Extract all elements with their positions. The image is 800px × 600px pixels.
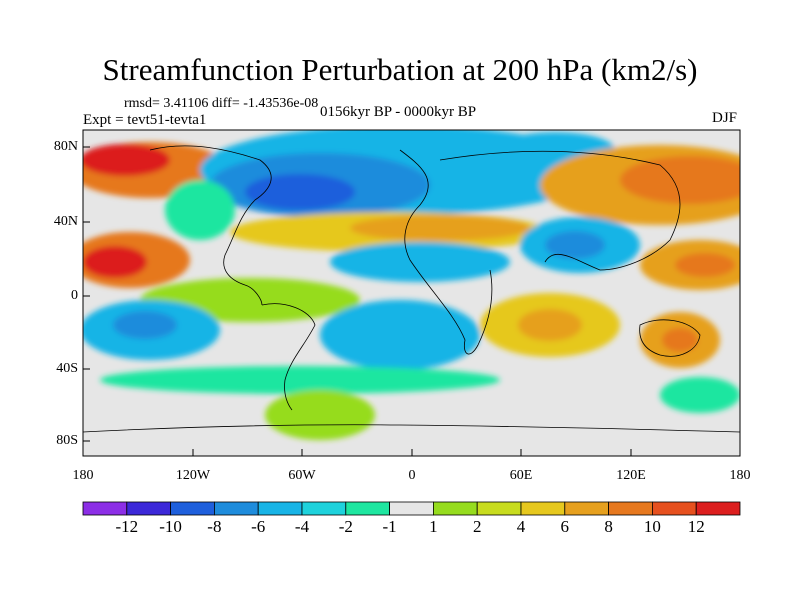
contour-south-atlantic [320, 300, 480, 370]
chart-title: Streamfunction Perturbation at 200 hPa (… [102, 52, 698, 87]
colorbar-swatch [257, 501, 303, 516]
colorbar-swatch [432, 501, 478, 516]
contour-asia-north-core [620, 156, 740, 204]
contour-fill-layer [83, 130, 740, 440]
colorbar-label: -2 [338, 517, 353, 536]
coastline-layer [83, 145, 740, 433]
y-tick-label: 80N [53, 139, 78, 154]
x-tick-label: 180 [72, 468, 94, 483]
colorbar-label: 10 [643, 517, 661, 536]
coastline-europe-africa [399, 149, 493, 355]
colorbar-swatch [476, 501, 522, 516]
colorbar-label: 12 [687, 517, 705, 536]
coastline-antarctica [83, 424, 740, 433]
experiment-label: Expt = tevt51-tevta1 [83, 112, 207, 128]
coastline-australia [639, 319, 701, 357]
y-tick-label: 0 [71, 288, 78, 303]
contour-africa-n [330, 242, 510, 282]
coastline-south-america [261, 303, 316, 411]
season-label: DJF [712, 110, 738, 126]
colorbar-swatch [301, 501, 347, 516]
stats-label: rmsd= 3.41106 diff= -1.43536e-08 [124, 96, 319, 111]
colorbar-label: 6 [560, 517, 570, 536]
contour-pacific-green [165, 180, 235, 240]
contour-australia-core [662, 328, 698, 352]
colorbar-swatch [520, 501, 566, 516]
colorbar-swatch [389, 501, 434, 516]
colorbar-label: 4 [516, 517, 526, 536]
contour-west-pacific-n-core [83, 144, 170, 176]
y-tick-label: 40N [53, 214, 78, 229]
axis-ticks [82, 146, 741, 456]
colorbar-label: -10 [159, 517, 182, 536]
colorbar-swatch [213, 501, 259, 516]
coastline-north-america [149, 145, 272, 306]
contour-mid-atlantic-band-core [350, 215, 530, 241]
colorbar-label: 1 [429, 517, 438, 536]
colorbar-swatch [608, 501, 653, 516]
colorbar-label: 8 [604, 517, 613, 536]
colorbar-label: -8 [207, 517, 222, 536]
coastline-asia [439, 150, 681, 271]
contour-southern-ocean-east [660, 377, 740, 413]
contour-southern-band [100, 366, 500, 394]
colorbar-label: 2 [472, 517, 482, 536]
colorbar-swatch [652, 501, 697, 516]
x-tick-label: 120E [616, 468, 646, 483]
colorbar-swatch [82, 501, 128, 516]
contour-east-pacific-sub-core [83, 246, 147, 278]
x-tick-label: 0 [408, 468, 416, 483]
contour-north-atlantic-core [245, 174, 355, 210]
y-tick-label: 80S [56, 433, 78, 448]
colorbar-swatch [695, 501, 741, 516]
contour-antarctic-green [265, 390, 375, 440]
x-tick-label: 180 [729, 468, 751, 483]
contour-indian-ocean-core [518, 309, 582, 341]
colorbar-swatch [564, 501, 609, 516]
colorbar-label: -6 [251, 517, 266, 536]
colorbar-label: -1 [382, 517, 397, 536]
period-label: 0156kyr BP - 0000kyr BP [320, 104, 477, 120]
x-tick-label: 60E [509, 468, 533, 483]
colorbar-swatch [170, 501, 215, 516]
colorbar-swatch [126, 501, 172, 516]
contour-south-pacific-core [113, 311, 177, 339]
colorbar-label: -12 [115, 517, 139, 536]
x-tick-label: 120W [175, 468, 211, 483]
colorbar [82, 501, 741, 516]
contour-west-pacific-sub-core [675, 253, 735, 277]
x-tick-label: 60W [288, 468, 316, 483]
y-tick-label: 40S [56, 361, 78, 376]
colorbar-label: -4 [294, 517, 310, 536]
colorbar-swatch [345, 501, 390, 516]
contour-south-asia-core [545, 231, 605, 259]
